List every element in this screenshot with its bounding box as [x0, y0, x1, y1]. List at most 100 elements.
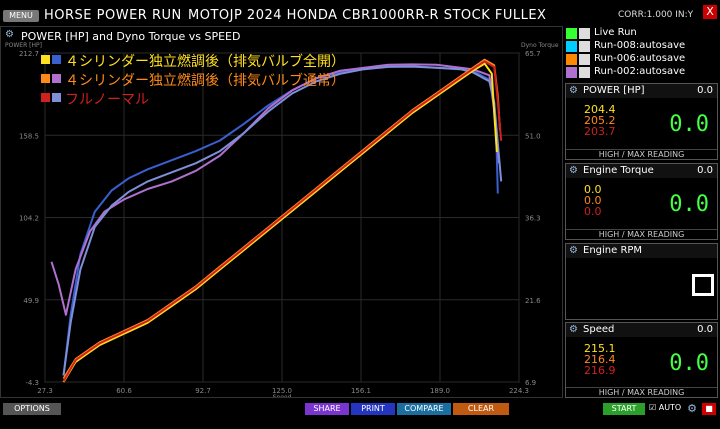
torque-series-line [62, 60, 503, 382]
gauge-header: ⚙ Engine RPM [566, 244, 717, 258]
y-left-axis-label: POWER [HP] [5, 42, 42, 49]
run-color-swatch [566, 54, 577, 65]
gauge-live-value: 0.0 [697, 165, 713, 176]
run-checkbox[interactable] [579, 41, 590, 52]
start-button[interactable]: START [603, 403, 645, 415]
options-button[interactable]: OPTIONS [3, 403, 61, 415]
gear-icon[interactable]: ⚙ [569, 245, 578, 256]
run-title: MOTOJP 2024 HONDA CBR1000RR-R STOCK FULL… [188, 8, 547, 23]
auto-label: AUTO [658, 403, 682, 412]
auto-checkbox[interactable]: ☑ AUTO [649, 403, 682, 412]
torque-series-line [62, 62, 498, 383]
rpm-gauge: ⚙ Engine RPM [565, 243, 718, 320]
gear-icon[interactable]: ⚙ [569, 85, 578, 96]
bottom-toolbar: OPTIONS SHARE PRINT COMPARE CLEAR START … [0, 398, 720, 429]
gear-icon[interactable]: ⚙ [5, 29, 14, 40]
legend-label: ４シリンダー独立燃調後（排気バルブ全開） [65, 54, 345, 70]
gauge-title: POWER [HP] [583, 85, 645, 96]
menu-button[interactable]: MENU [3, 10, 39, 22]
x-tick-label: 189.0 [430, 387, 450, 395]
legend-swatch [41, 93, 50, 102]
gauge-footer: HIGH / MAX READING [566, 387, 717, 397]
run-checkbox[interactable] [579, 67, 590, 78]
gauge-max-values: 204.4 205.2 203.7 [584, 104, 616, 137]
max-value-2: 205.2 [584, 114, 616, 127]
max-value-1: 215.1 [584, 342, 616, 355]
gear-icon[interactable]: ⚙ [569, 165, 578, 176]
legend-swatch [52, 74, 61, 83]
y-right-tick-label: 6.9 [525, 379, 536, 387]
run-item[interactable]: Live Run [565, 27, 720, 40]
correction-readout: CORR:1.000 IN:Y [618, 10, 694, 20]
max-value-1: 0.0 [584, 183, 602, 196]
compare-button[interactable]: COMPARE [397, 403, 451, 415]
y-left-tick-label: 104.2 [19, 215, 39, 223]
max-value-2: 216.4 [584, 353, 616, 366]
stop-icon[interactable]: ■ [702, 403, 716, 415]
app-title: HORSE POWER RUN [44, 8, 182, 23]
x-axis-label: Speed [273, 394, 292, 397]
y-right-tick-label: 21.6 [525, 297, 541, 305]
gear-icon[interactable]: ⚙ [569, 324, 578, 335]
run-checkbox[interactable] [579, 28, 590, 39]
run-color-swatch [566, 67, 577, 78]
run-name: Live Run [594, 27, 637, 38]
legend-label: ４シリンダー独立燃調後（排気バルブ通常） [65, 73, 345, 89]
dyno-chart[interactable]: 27.3 60.6 92.7 125.0 156.1 189.0 224.3 212.7 158… [1, 27, 562, 397]
y-left-tick-label: 158.5 [19, 132, 39, 140]
run-name: Run-008:autosave [594, 40, 686, 51]
chart-title: POWER [HP] and Dyno Torque vs SPEED [21, 30, 241, 43]
y-right-tick-label: 65.7 [525, 50, 541, 58]
x-tick-label: 156.1 [351, 387, 371, 395]
run-name: Run-006:autosave [594, 53, 686, 64]
chart-panel: 27.3 60.6 92.7 125.0 156.1 189.0 224.3 212.7 158… [0, 26, 563, 398]
run-list: Live Run Run-008:autosave Run-006:autosave… [565, 26, 720, 82]
y-left-tick-label: -4.3 [25, 379, 39, 387]
max-value-1: 204.4 [584, 103, 616, 116]
run-color-swatch [566, 28, 577, 39]
share-button[interactable]: SHARE [305, 403, 349, 415]
y-right-axis-label: Dyno Torque [521, 42, 559, 49]
max-value-2: 0.0 [584, 194, 602, 207]
y-right-tick-label: 51.0 [525, 132, 541, 140]
gauge-max-values: 215.1 216.4 216.9 [584, 343, 616, 376]
speed-gauge: ⚙ Speed 0.0 215.1 216.4 216.9 0.0 HIGH /… [565, 322, 718, 398]
legend-swatch [41, 74, 50, 83]
legend-swatch [41, 55, 50, 64]
gauge-title: Engine Torque [583, 165, 654, 176]
power-series-line [62, 65, 503, 376]
gauge-title: Engine RPM [583, 245, 643, 256]
legend-swatch [52, 93, 61, 102]
legend-swatch [52, 55, 61, 64]
x-tick-label: 60.6 [116, 387, 132, 395]
torque-gauge: ⚙ Engine Torque 0.0 0.0 0.0 0.0 0.0 HIGH… [565, 163, 718, 240]
x-tick-label: 27.3 [37, 387, 53, 395]
gauge-big-value: 0.0 [669, 112, 709, 137]
run-color-swatch [566, 41, 577, 52]
close-button[interactable]: X [703, 5, 717, 19]
title-bar: MENU HORSE POWER RUN MOTOJP 2024 HONDA C… [0, 0, 720, 26]
gauge-live-value: 0.0 [697, 85, 713, 96]
gauge-title: Speed [583, 324, 615, 335]
max-value-3: 203.7 [584, 125, 616, 138]
gauge-header: ⚙ Engine Torque 0.0 [566, 164, 717, 178]
rpm-indicator [692, 274, 714, 296]
gauge-header: ⚙ Speed 0.0 [566, 323, 717, 337]
run-item[interactable]: Run-008:autosave [565, 40, 720, 53]
run-item[interactable]: Run-002:autosave [565, 66, 720, 79]
gauge-big-value: 0.0 [669, 351, 709, 376]
gauge-footer: HIGH / MAX READING [566, 229, 717, 239]
max-value-3: 216.9 [584, 364, 616, 377]
max-value-3: 0.0 [584, 205, 602, 218]
gauge-header: ⚙ POWER [HP] 0.0 [566, 84, 717, 98]
gauge-max-values: 0.0 0.0 0.0 [584, 184, 602, 217]
print-button[interactable]: PRINT [351, 403, 395, 415]
run-checkbox[interactable] [579, 54, 590, 65]
gauge-live-value: 0.0 [697, 324, 713, 335]
clear-button[interactable]: CLEAR [453, 403, 509, 415]
y-right-tick-label: 36.3 [525, 215, 541, 223]
gauge-footer: HIGH / MAX READING [566, 149, 717, 159]
x-tick-label: 224.3 [509, 387, 529, 395]
gear-icon[interactable]: ⚙ [687, 402, 697, 415]
run-item[interactable]: Run-006:autosave [565, 53, 720, 66]
